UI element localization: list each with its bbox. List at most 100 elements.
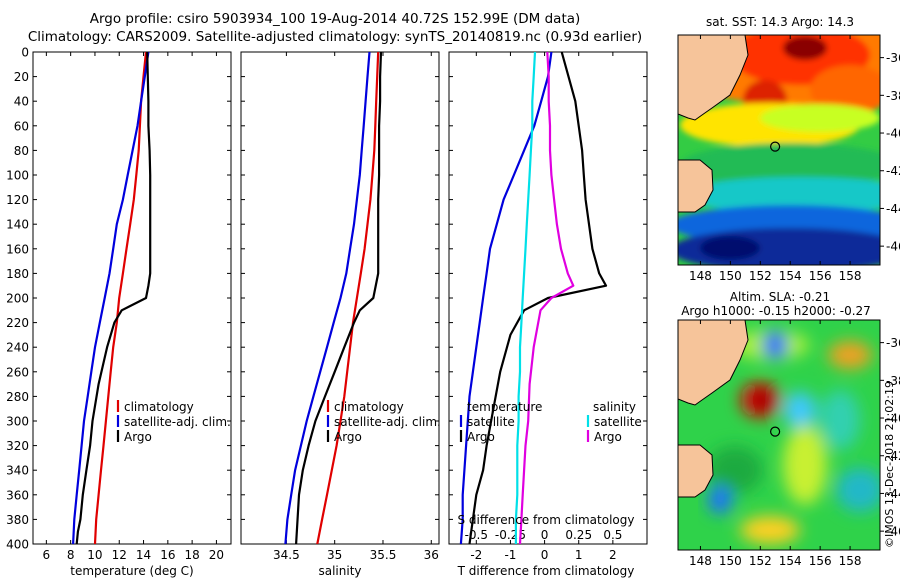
sla-low-3 [820, 390, 860, 450]
x-tick-label: 36 [424, 548, 439, 562]
salinity-x-axis: 34.5 35 35.5 36 [273, 52, 439, 562]
x2-tick-label: 0.5 [603, 528, 622, 542]
sla-high-center [752, 391, 772, 409]
map-x-tick-label: 154 [779, 269, 802, 283]
x2-tick-label: 0 [541, 528, 549, 542]
x-tick-label: 2 [609, 548, 617, 562]
legend-label-argo: Argo [124, 430, 152, 444]
map-x-tick-label: 152 [749, 269, 772, 283]
sla-high-east [828, 341, 872, 369]
x-tick-label: 16 [160, 548, 175, 562]
sla-low-2 [784, 392, 816, 428]
map-x-tick-label: 152 [749, 554, 772, 568]
salinity-legend: climatology satellite-adj. clim. Argo [326, 400, 441, 444]
sla-field [707, 330, 880, 544]
y-tick-label: 400 [6, 538, 29, 552]
temperature-panel: 0 20 40 60 80 100 120 140 160 180 200 220 240 260 280 3… [6, 46, 232, 578]
sla-map-frame [677, 319, 881, 551]
series-line [518, 52, 575, 544]
sst-land-tasmania [678, 159, 714, 213]
series-line [468, 52, 608, 544]
difference-xlabel: T difference from climatology [457, 564, 635, 578]
temperature-x-axis: 6 8 10 12 14 16 18 20 [43, 52, 224, 562]
depth-axis: 0 20 40 60 80 100 120 140 160 180 200 220 240 260 280 3… [6, 46, 231, 552]
map-x-tick-label: 156 [809, 554, 832, 568]
y-tick-label: 0 [21, 46, 29, 60]
map-y-tick-label: -38 [886, 89, 900, 103]
x-tick-label: 35.5 [370, 548, 397, 562]
x-tick-label: 12 [112, 548, 127, 562]
y-tick-label: 340 [6, 464, 29, 478]
y-tick-label: 20 [14, 70, 29, 84]
legend-label-t-argo: Argo [467, 430, 495, 444]
sst-argo-marker [770, 141, 781, 152]
sla-map-title: Altim. SLA: -0.21 [730, 290, 830, 304]
y-tick-label: 320 [6, 439, 29, 453]
title-line-1: Argo profile: csiro 5903934_100 19-Aug-2… [90, 11, 581, 27]
sla-low-1 [763, 331, 787, 359]
x-tick-label: 8 [67, 548, 75, 562]
series-line [295, 52, 383, 544]
map-x-tick-label: 158 [839, 269, 862, 283]
y-tick-label: 180 [6, 267, 29, 281]
legend-label-s-argo: Argo [594, 430, 622, 444]
x-tick-label: -2 [470, 548, 482, 562]
difference-x2label: S difference from climatology [458, 513, 635, 527]
legend-title-salinity: salinity [593, 400, 636, 414]
map-y-tick-label: -42 [886, 164, 900, 178]
sla-green-patch [707, 446, 763, 494]
map-x-tick-label: 148 [689, 554, 712, 568]
series-line [459, 52, 553, 544]
map-y-tick-label: -44 [886, 487, 900, 501]
sla-land-tasmania [678, 444, 714, 498]
salinity-y-ticks [241, 51, 439, 545]
legend-label-argo: Argo [334, 430, 362, 444]
series-line [72, 52, 150, 544]
map-y-tick-label: -40 [886, 127, 900, 141]
sst-map-ticks: 148 150 152 154 156 158 -36 -38 -40 -42 -44 -46 [689, 35, 900, 283]
x-tick-label: 6 [43, 548, 51, 562]
y-tick-label: 360 [6, 488, 29, 502]
x-tick-label: 14 [136, 548, 151, 562]
y-tick-label: 380 [6, 513, 29, 527]
x-tick-label: 0 [541, 548, 549, 562]
map-y-tick-label: -36 [886, 336, 900, 350]
x-tick-label: -1 [504, 548, 516, 562]
x2-tick-label: -0.25 [495, 528, 526, 542]
y-tick-label: 260 [6, 365, 29, 379]
sla-high-south [740, 516, 800, 544]
temperature-lines [72, 52, 152, 544]
x2-tick-label: 0.25 [565, 528, 592, 542]
sla-map-subtitle: Argo h1000: -0.15 h2000: -0.27 [681, 304, 871, 318]
sst-warm-east [810, 65, 880, 115]
map-x-tick-label: 156 [809, 269, 832, 283]
y-tick-label: 200 [6, 292, 29, 306]
x-tick-label: 1 [575, 548, 583, 562]
difference-panel: -2 -1 0 1 2 -0.5 -0.25 0 0.25 0.5 T difference f… [448, 51, 648, 578]
salinity-lines [284, 52, 383, 544]
map-x-tick-label: 150 [719, 269, 742, 283]
sst-land-mainland [678, 35, 749, 121]
legend-label-s-satellite: satellite [594, 415, 642, 429]
y-tick-label: 80 [14, 144, 29, 158]
y-tick-label: 160 [6, 242, 29, 256]
legend-label-climatology: climatology [124, 400, 194, 414]
map-x-tick-label: 148 [689, 269, 712, 283]
sla-map-body [678, 320, 880, 550]
series-line [75, 52, 152, 544]
sst-lime-band [760, 104, 880, 132]
x-tick-label: 10 [87, 548, 102, 562]
temperature-xlabel: temperature (deg C) [70, 564, 193, 578]
difference-y-ticks [449, 51, 647, 545]
sla-map-ticks: 148 150 152 154 156 158 -36 -38 -40 -42 -44 -46 [689, 320, 900, 568]
y-tick-label: 100 [6, 169, 29, 183]
y-tick-label: 220 [6, 316, 29, 330]
sla-low-4 [708, 486, 732, 514]
y-tick-label: 60 [14, 119, 29, 133]
y-tick-label: 120 [6, 193, 29, 207]
series-line [316, 52, 380, 544]
legend-label-satellite-adj: satellite-adj. clim. [334, 415, 441, 429]
map-y-tick-label: -46 [886, 240, 900, 254]
map-x-tick-label: 154 [779, 554, 802, 568]
